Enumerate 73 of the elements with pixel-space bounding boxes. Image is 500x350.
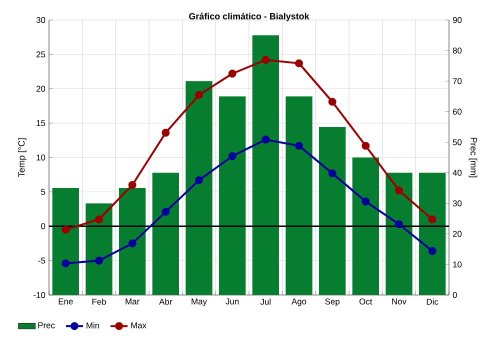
point bbox=[128, 181, 136, 189]
bar bbox=[86, 203, 112, 295]
bar bbox=[386, 172, 412, 295]
y-tick-label: 5 bbox=[41, 188, 46, 195]
point bbox=[228, 152, 236, 160]
y2-tick-label: 10 bbox=[453, 261, 462, 268]
point bbox=[328, 98, 336, 106]
y-tick-label: 10 bbox=[36, 154, 46, 160]
point bbox=[128, 239, 136, 248]
x-tick-label: Ene bbox=[58, 298, 73, 304]
y2-tick-label: 50 bbox=[452, 139, 462, 146]
point bbox=[162, 128, 170, 137]
point bbox=[95, 256, 103, 265]
point bbox=[428, 215, 436, 224]
x-tick-label: Jun bbox=[226, 298, 239, 304]
y-tick-label: 25 bbox=[36, 51, 46, 58]
point bbox=[295, 59, 303, 68]
legend-label: Min bbox=[86, 322, 100, 328]
y2-tick-label: 20 bbox=[452, 230, 462, 237]
y-tick-label: -10 bbox=[34, 292, 46, 298]
bar bbox=[319, 126, 346, 295]
bar bbox=[219, 96, 246, 295]
bar bbox=[352, 158, 380, 295]
x-tick-label: Abr bbox=[159, 298, 172, 305]
y-tick-label: 15 bbox=[36, 120, 46, 126]
x-tick-label: Nov bbox=[392, 298, 406, 304]
point bbox=[395, 186, 403, 194]
point bbox=[362, 198, 370, 206]
y2-axis-title: Prec [mm] bbox=[468, 138, 478, 178]
bar bbox=[286, 96, 312, 295]
point bbox=[62, 226, 70, 234]
point bbox=[395, 220, 403, 228]
y2-tick-label: 80 bbox=[452, 48, 462, 54]
bar bbox=[52, 188, 79, 295]
bar bbox=[252, 35, 280, 295]
point bbox=[195, 176, 203, 184]
y-axis-title: Temp [°C] bbox=[18, 138, 26, 178]
y2-tick-label: 30 bbox=[452, 200, 462, 206]
x-tick-label: Jul bbox=[260, 298, 271, 305]
y2-tick-label: 70 bbox=[452, 78, 462, 84]
y2-tick-label: 40 bbox=[452, 170, 462, 176]
bar bbox=[186, 81, 212, 295]
bar bbox=[152, 172, 180, 295]
point bbox=[95, 215, 103, 224]
point bbox=[62, 259, 70, 268]
y2-tick-label: 90 bbox=[452, 17, 462, 24]
x-tick-label: Mar bbox=[126, 298, 140, 304]
point bbox=[328, 169, 336, 178]
x-tick-label: May bbox=[192, 298, 207, 306]
point bbox=[262, 136, 270, 144]
x-tick-label: Feb bbox=[92, 298, 106, 305]
y-tick-label: 30 bbox=[36, 17, 46, 23]
point bbox=[362, 142, 370, 150]
chart-title: Gráfico climático - Bialystok bbox=[189, 12, 310, 22]
y-tick-label: 20 bbox=[36, 86, 46, 92]
x-tick-label: Ago bbox=[291, 298, 306, 306]
x-tick-label: Dic bbox=[426, 298, 438, 305]
legend-label: Max bbox=[131, 322, 146, 328]
point bbox=[295, 142, 303, 150]
x-tick-label: Oct bbox=[359, 298, 372, 305]
point bbox=[228, 70, 236, 78]
y-tick-label: -5 bbox=[38, 258, 46, 264]
point bbox=[162, 208, 170, 216]
y2-tick-label: 60 bbox=[452, 108, 462, 115]
point bbox=[195, 90, 203, 99]
legend-label: Prec bbox=[38, 322, 55, 328]
point bbox=[262, 56, 270, 64]
y-tick-label: 0 bbox=[41, 223, 46, 230]
point bbox=[428, 247, 436, 255]
x-tick-label: Sep bbox=[325, 298, 340, 306]
bar bbox=[119, 188, 146, 295]
y2-tick-label: 0 bbox=[452, 292, 457, 298]
bar bbox=[419, 172, 446, 295]
